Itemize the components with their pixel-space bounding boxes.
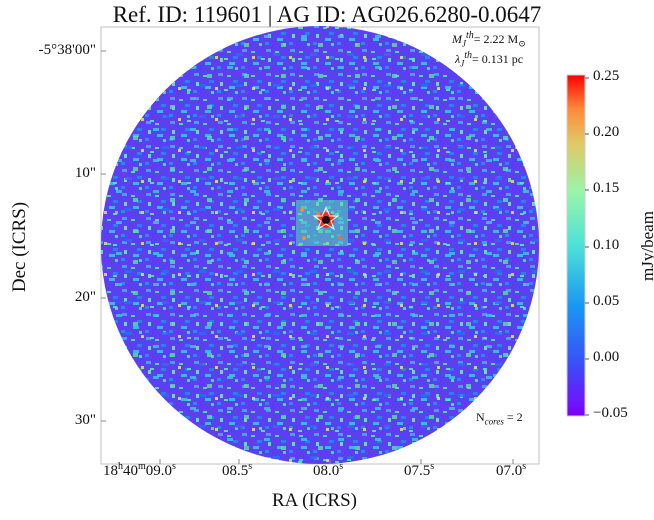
- x-tick-marks: [159, 459, 514, 464]
- x-tick-label: 18h40m09.0s: [103, 461, 176, 480]
- y-tick-label: 30": [74, 412, 96, 428]
- x-tick-label: 08.5s: [222, 461, 253, 480]
- x-tick-label: 07.5s: [404, 461, 435, 480]
- x-tick-label: 07.0s: [496, 461, 527, 480]
- y-axis-label: Dec (ICRS): [9, 201, 30, 293]
- y-tick-label: -5°38'00": [38, 42, 96, 58]
- colorbar-tick-label: 0.15: [593, 180, 620, 196]
- y-tick-label: 10": [74, 165, 96, 181]
- jeans-length-annotation: λJth= 0.131 pc: [455, 50, 524, 69]
- colorbar-tick-label: 0.25: [593, 68, 620, 84]
- noise-map: [101, 26, 539, 464]
- y-tick-label: 20": [74, 289, 96, 305]
- figure-title: Ref. ID: 119601 | AG ID: AG026.6280-0.06…: [112, 2, 542, 27]
- colorbar-tick-label: 0.20: [593, 124, 620, 140]
- colorbar-tick-label: 0.05: [593, 293, 620, 309]
- colorbar-label: mJy/beam: [638, 211, 654, 281]
- colorbar: [566, 74, 586, 417]
- ncores-annotation: Ncores = 2: [476, 410, 523, 427]
- colorbar-tick-label: 0.00: [593, 349, 620, 365]
- x-tick-label: 08.0s: [313, 461, 344, 480]
- colorbar-tick-marks: [585, 77, 589, 416]
- central-source: [296, 200, 348, 246]
- y-tick-marks: [101, 50, 106, 422]
- colorbar-tick-label: 0.10: [593, 237, 620, 253]
- x-axis-label: RA (ICRS): [272, 490, 357, 511]
- colorbar-tick-label: −0.05: [593, 405, 628, 421]
- jeans-mass-annotation: MJth= 2.22 M⊙: [452, 30, 526, 49]
